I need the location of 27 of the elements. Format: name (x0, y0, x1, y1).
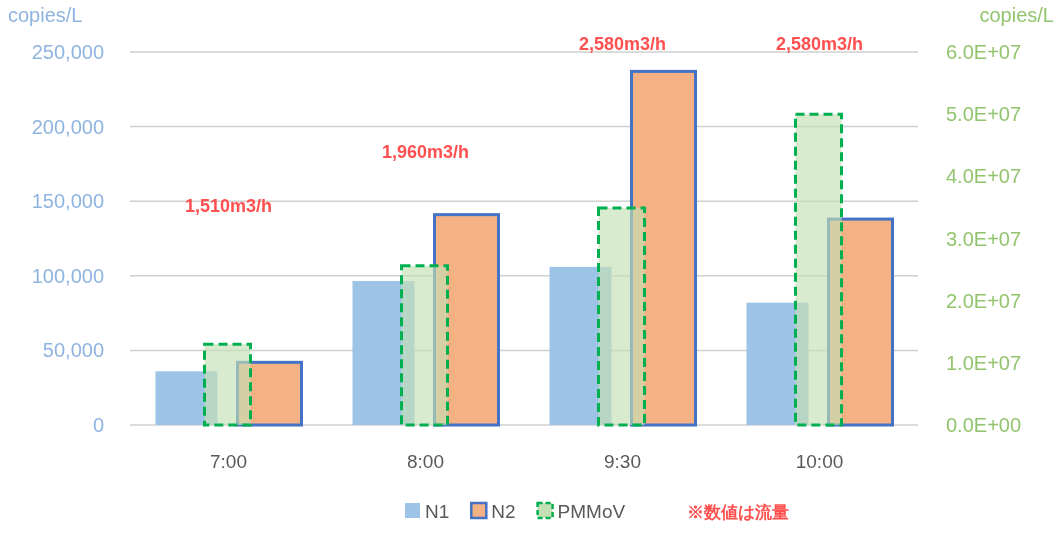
x-tick-label: 10:00 (795, 451, 844, 472)
legend-label: N1 (425, 501, 450, 522)
annotation: 2,580m3/h (775, 34, 864, 54)
y-tick-label: 250,000 (31, 41, 104, 63)
annotation: 1,960m3/h (381, 142, 470, 162)
x-tick-label: 7:00 (210, 451, 247, 472)
y-tick-label: 150,000 (31, 190, 104, 213)
y2-tick-label: 0.0E+00 (946, 414, 1022, 436)
y2-tick-label: 1.0E+07 (946, 351, 1022, 374)
y2-tick-label: 4.0E+07 (946, 165, 1022, 188)
y2-axis-title: copies/L (979, 4, 1054, 26)
legend-label: PMMoV (557, 501, 626, 522)
text: ※数値は流量 (687, 503, 790, 522)
y2-tick-label: 2.0E+07 (946, 289, 1022, 312)
y2-tick-label: 3.0E+07 (946, 227, 1022, 250)
legend-label: N2 (491, 501, 516, 522)
annotation: 1,510m3/h (184, 196, 273, 216)
y-tick-label: 0 (92, 414, 104, 436)
y-tick-label: 50,000 (42, 339, 104, 362)
y-axis-title: copies/L (8, 4, 83, 26)
y-tick-label: 100,000 (31, 264, 104, 287)
y2-tick-label: 6.0E+07 (946, 41, 1022, 63)
x-tick-label: 8:00 (407, 451, 444, 472)
y2-tick-label: 5.0E+07 (946, 103, 1022, 126)
y-tick-label: 200,000 (31, 115, 104, 138)
x-tick-label: 9:30 (604, 451, 641, 472)
annotation: 2,580m3/h (578, 34, 667, 54)
